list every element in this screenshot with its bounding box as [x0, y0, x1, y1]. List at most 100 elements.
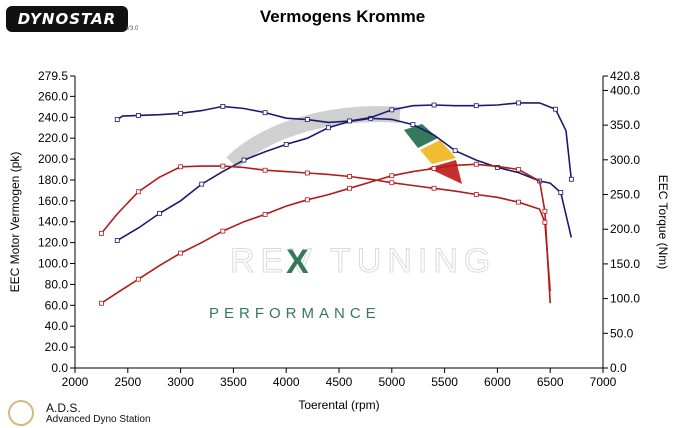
series-1-point: [241, 157, 247, 163]
series-3-point: [178, 250, 184, 256]
series-4-point: [431, 185, 437, 191]
chart-title: Vermogens Kromme: [259, 7, 426, 26]
series-2-point: [220, 103, 226, 109]
series-2-point: [553, 106, 558, 112]
series-3-point: [389, 173, 395, 179]
series-2-point: [473, 103, 479, 109]
y-tick-label-right: 200.0: [610, 222, 640, 236]
series-2-point: [178, 110, 184, 116]
watermark-arc-green: [404, 124, 438, 148]
y-tick-label-left: 0.0: [51, 361, 68, 375]
x-tick-label: 5500: [431, 375, 458, 389]
series-2-point: [135, 113, 141, 118]
series-line-1: [116, 117, 573, 242]
y-axis-label-left: EEC Motor Vermogen (pk): [8, 152, 22, 293]
y-tick-label-left: 180.0: [38, 173, 68, 187]
x-tick-label: 4000: [273, 375, 300, 389]
y-tick-label-left: 260.0: [38, 89, 68, 103]
series-2-point: [262, 110, 268, 116]
series-4-point: [304, 170, 310, 176]
series-1-point: [410, 122, 416, 127]
x-tick-label: 3500: [220, 375, 247, 389]
y-tick-label-left: 200.0: [38, 152, 68, 166]
x-tick-label: 6000: [484, 375, 511, 389]
series-3-point: [220, 228, 226, 234]
series-1-point: [452, 148, 458, 154]
ads-logo-icon: [8, 400, 34, 426]
watermark-arc-yellow: [420, 140, 456, 164]
series-4-point: [347, 174, 352, 179]
x-tick-label: 5000: [378, 375, 405, 389]
watermark: REV X TUNING PERFORMANCE: [209, 106, 496, 322]
series-1-point: [114, 238, 120, 243]
series-4-point: [99, 230, 104, 236]
y-tick-label-right: 250.0: [610, 188, 640, 202]
y-tick-label-left: 80.0: [45, 277, 69, 291]
axes: 2000 2500 3000 3500 4000 4500 5000 5500 6000 6500…: [38, 69, 640, 389]
x-axis-label: Toerental (rpm): [298, 398, 379, 412]
series-3-point: [262, 212, 268, 217]
series-1-point: [157, 210, 162, 216]
series-group: [99, 100, 574, 306]
series-4-point: [220, 163, 226, 169]
y-tick-label-left: 40.0: [45, 319, 69, 333]
watermark-tagline: PERFORMANCE: [209, 305, 381, 322]
watermark-brand-left: REV: [230, 242, 318, 280]
watermark-arc-gray: [226, 106, 401, 169]
logo-version: V3.0: [126, 26, 139, 32]
y-tick-label-left: 140.0: [38, 215, 68, 229]
y-tick-label-right: 420.8: [610, 69, 640, 83]
series-3-point: [473, 161, 479, 167]
series-3-point: [304, 197, 310, 203]
series-line-4: [100, 165, 551, 292]
y-tick-label-left: 60.0: [45, 298, 69, 312]
series-1-point: [558, 190, 564, 195]
x-tick-label: 3000: [167, 375, 194, 389]
y-tick-label-left: 20.0: [45, 340, 69, 354]
series-2-point: [516, 100, 521, 106]
x-tick-label: 4500: [326, 375, 353, 389]
series-1-point: [283, 142, 289, 147]
series-1-point: [199, 181, 205, 187]
footer: A.D.S. Advanced Dyno Station: [6, 398, 186, 428]
series-1-point: [326, 125, 331, 131]
series-4-point: [473, 192, 479, 197]
y-tick-label-left: 120.0: [38, 236, 68, 250]
series-2-point: [431, 102, 437, 108]
y-tick-label-left: 100.0: [38, 257, 68, 271]
dynostar-logo: DYNOSTAR: [6, 6, 128, 32]
series-2-point: [347, 118, 352, 124]
x-tick-label: 6500: [537, 375, 564, 389]
series-2-point: [114, 117, 120, 122]
series-2-point: [389, 107, 395, 113]
series-line-3: [100, 163, 551, 304]
x-tick-label: 2500: [114, 375, 141, 389]
y-tick-label-right: 400.0: [610, 83, 640, 97]
y-tick-label-right: 300.0: [610, 153, 640, 167]
footer-name: A.D.S.: [46, 401, 81, 415]
footer-subtitle: Advanced Dyno Station: [46, 414, 151, 425]
series-4-point: [135, 189, 141, 195]
series-3-point: [99, 300, 104, 306]
watermark-brand-right: TUNING: [330, 242, 496, 280]
y-tick-label-right: 0.0: [610, 361, 627, 375]
y-axis-label-right: EEC Torque (Nm): [656, 175, 670, 269]
series-3-point: [431, 166, 437, 171]
series-3-point: [542, 208, 548, 214]
y-tick-label-right: 50.0: [610, 326, 634, 340]
x-tick-label: 2000: [62, 375, 89, 389]
series-4-point: [516, 199, 521, 205]
y-tick-label-left: 240.0: [38, 110, 68, 124]
series-3-point: [135, 276, 141, 282]
series-4-point: [262, 167, 268, 173]
series-2-point: [304, 117, 310, 122]
x-tick-label: 7000: [590, 375, 617, 389]
series-3-point: [516, 167, 521, 172]
series-4-point: [389, 180, 395, 186]
series-2-point: [568, 176, 574, 182]
y-tick-label-left: 220.0: [38, 131, 68, 145]
y-tick-label-right: 100.0: [610, 292, 640, 306]
watermark-brand-mark: X: [286, 243, 309, 281]
y-tick-label-left: 279.5: [38, 69, 68, 83]
